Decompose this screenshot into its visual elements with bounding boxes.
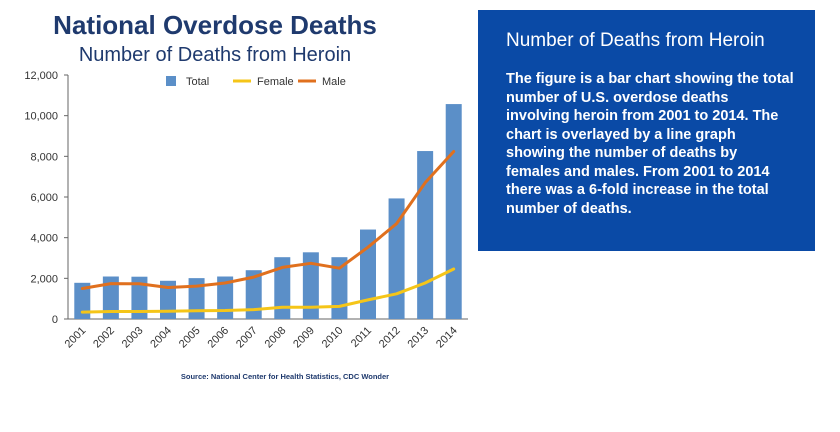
y-tick-label: 8,000 (30, 151, 58, 163)
chart-panel: National Overdose Deaths Number of Death… (24, 10, 468, 381)
bar-total-2010 (331, 257, 348, 319)
chart-subtitle: Number of Deaths from Heroin (78, 44, 352, 66)
legend-label-total: Total (186, 76, 209, 88)
bar-total-2006 (217, 276, 234, 319)
bar-total-2003 (131, 276, 148, 319)
y-tick-label: 6,000 (30, 192, 58, 204)
y-tick-label: 4,000 (30, 233, 58, 245)
x-tick-label: 2008 (263, 325, 289, 351)
x-tick-label: 2011 (349, 325, 374, 350)
x-tick-label: 2013 (405, 325, 431, 351)
x-tick-label: 2009 (291, 325, 317, 351)
bar-total-2008 (274, 257, 291, 319)
x-tick-label: 2002 (91, 325, 117, 351)
legend-label-female: Female (257, 76, 294, 88)
x-tick-label: 2014 (434, 325, 460, 351)
chart-source: Source: National Center for Health Stati… (180, 372, 390, 381)
y-tick-label: 0 (52, 314, 58, 326)
bar-total-2014 (445, 104, 462, 320)
info-body: The figure is a bar chart showing the to… (506, 71, 794, 217)
x-tick-label: 2001 (63, 325, 89, 351)
bar-total-2001 (74, 282, 91, 319)
line-male (80, 150, 456, 290)
y-tick-label: 12,000 (24, 70, 58, 82)
x-tick-label: 2006 (205, 325, 231, 351)
bar-total-2005 (188, 278, 205, 319)
bar-total-2013 (417, 151, 434, 319)
info-heading: Number of Deaths from Heroin (506, 30, 765, 51)
bar-total-2009 (302, 252, 319, 319)
legend-label-male: Male (322, 76, 346, 88)
bar-total-2004 (160, 280, 176, 319)
y-tick-label: 2,000 (30, 273, 58, 285)
chart-title: National Overdose Deaths (53, 10, 377, 40)
bar-total-2002 (102, 276, 119, 319)
line-female (80, 267, 456, 314)
y-tick-label: 10,000 (24, 111, 58, 123)
x-tick-label: 2005 (177, 325, 203, 351)
info-box: Number of Deaths from Heroin The figure … (478, 10, 815, 251)
x-tick-label: 2003 (120, 325, 146, 351)
bar-total-2007 (245, 270, 262, 319)
x-tick-label: 2010 (320, 325, 346, 351)
x-tick-label: 2007 (234, 325, 260, 351)
x-tick-label: 2004 (148, 325, 174, 351)
legend-swatch-total (166, 76, 176, 86)
x-tick-label: 2012 (377, 325, 403, 351)
